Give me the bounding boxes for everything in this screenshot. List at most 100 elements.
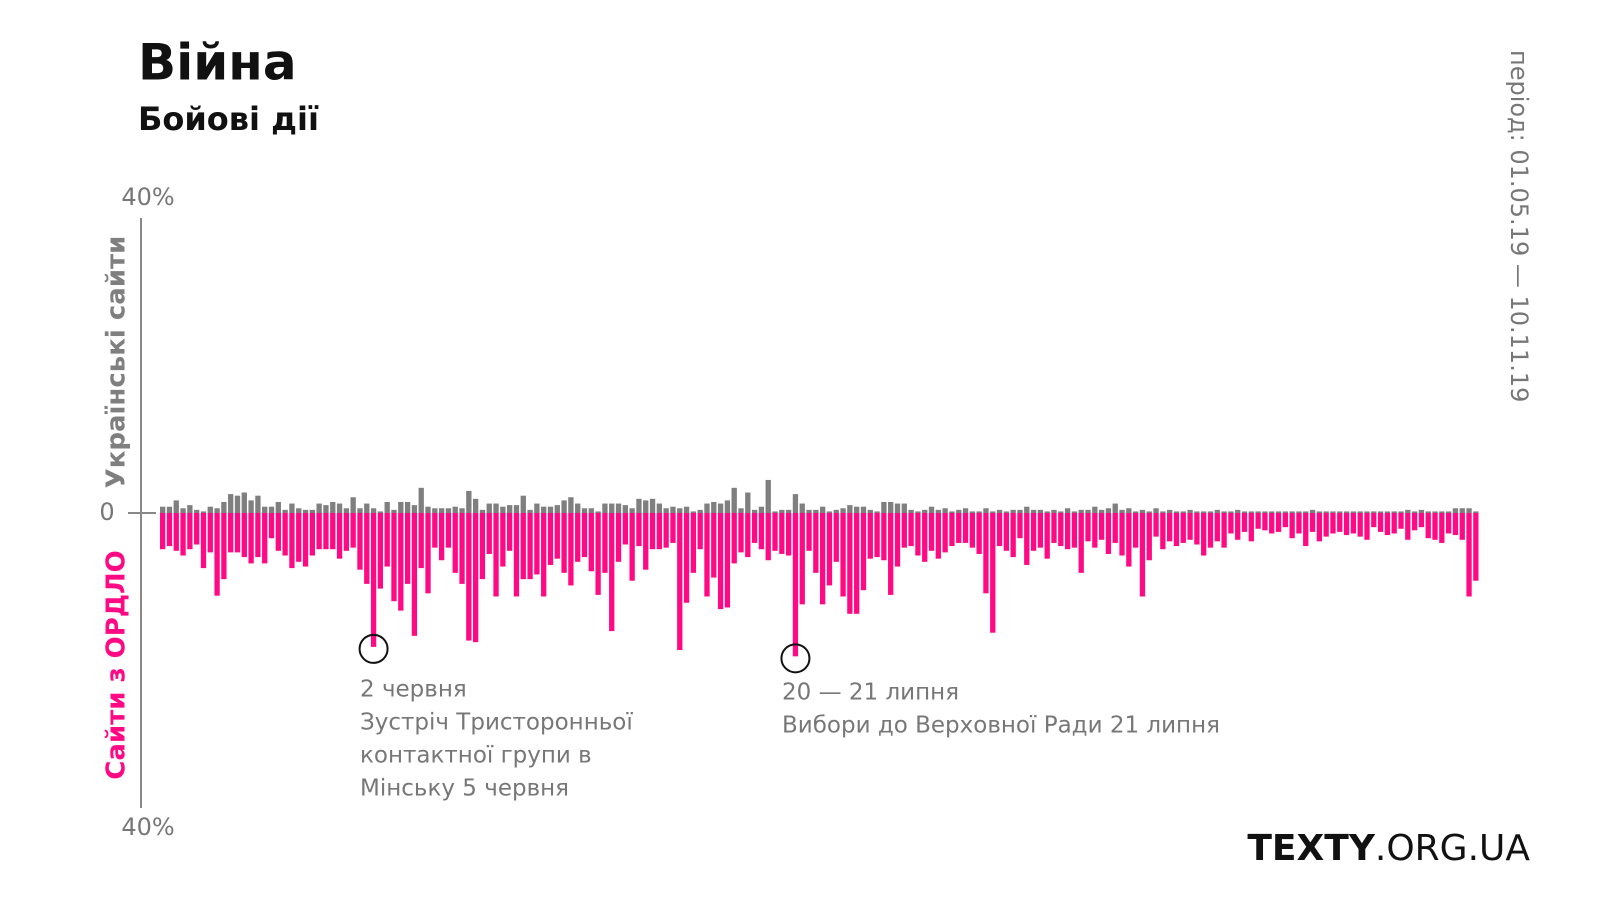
bar — [221, 513, 227, 580]
bar — [772, 513, 778, 551]
bar — [1078, 509, 1084, 513]
bar — [452, 513, 458, 573]
bar — [1323, 513, 1329, 537]
bar — [561, 500, 567, 513]
bar — [432, 513, 438, 548]
bar — [370, 508, 377, 513]
bar — [486, 513, 492, 554]
bar — [643, 513, 649, 570]
y-tick-label: 40% — [121, 183, 174, 211]
bar — [649, 513, 656, 550]
bar — [1180, 513, 1186, 543]
bar — [228, 494, 234, 513]
bar — [1303, 511, 1309, 513]
bar — [717, 513, 724, 610]
chart-title: Війна — [138, 34, 297, 92]
bar — [357, 508, 363, 513]
bar — [609, 513, 615, 632]
bar — [520, 495, 526, 513]
bar — [792, 494, 799, 513]
bar — [1275, 513, 1282, 532]
brand-rest: .ORG.UA — [1375, 828, 1530, 869]
bar — [1092, 506, 1098, 513]
bar — [513, 505, 520, 513]
bar — [1207, 511, 1214, 513]
bar — [330, 513, 336, 550]
bar — [207, 513, 213, 553]
bar — [1371, 511, 1377, 513]
bar — [1058, 511, 1064, 513]
bar — [711, 501, 717, 513]
bar — [1357, 511, 1363, 513]
bar — [180, 513, 186, 556]
bar — [1058, 513, 1064, 547]
bar — [996, 509, 1003, 513]
bar — [1269, 513, 1275, 534]
bar — [459, 513, 465, 584]
bar — [432, 508, 438, 513]
bar — [493, 503, 499, 513]
bar — [602, 513, 608, 573]
bar — [330, 501, 336, 513]
bar — [1337, 513, 1343, 532]
bar — [928, 513, 935, 551]
bar — [833, 513, 839, 562]
bar — [922, 513, 928, 562]
bar — [935, 509, 941, 513]
bar — [275, 501, 281, 513]
bar — [1037, 513, 1044, 548]
bar — [1051, 509, 1057, 513]
bar — [867, 509, 873, 513]
bar — [813, 509, 819, 513]
bar — [1405, 513, 1411, 540]
bar — [622, 513, 628, 545]
bar — [336, 503, 343, 513]
bar — [1330, 513, 1336, 534]
bar — [894, 513, 901, 567]
brand-bold: TEXTY — [1247, 828, 1375, 869]
bar — [479, 513, 486, 580]
bar — [949, 511, 955, 513]
bar — [1085, 513, 1091, 542]
bar — [976, 513, 982, 554]
bar — [1071, 513, 1078, 548]
bar — [962, 508, 969, 513]
bar — [595, 511, 601, 513]
bar — [731, 487, 737, 513]
bar — [425, 513, 431, 594]
annotation-text: Мінську 5 червня — [360, 776, 569, 802]
bar — [908, 509, 914, 513]
bar — [813, 513, 819, 573]
bar — [1248, 511, 1254, 513]
bar — [663, 508, 669, 513]
bar — [690, 513, 697, 573]
bar — [969, 513, 975, 548]
bar — [1377, 513, 1384, 532]
bar — [1024, 506, 1030, 513]
bar — [1452, 508, 1459, 513]
bar — [683, 513, 690, 603]
bar — [1303, 513, 1309, 547]
bar — [976, 511, 982, 513]
bar — [840, 508, 846, 513]
bar — [1126, 513, 1132, 567]
bar — [1194, 513, 1200, 545]
bar — [296, 513, 302, 562]
bar — [881, 513, 887, 561]
bar — [173, 513, 179, 551]
bar — [418, 487, 424, 513]
bar — [785, 509, 792, 513]
bar — [438, 513, 445, 561]
bar — [1139, 513, 1146, 597]
bar — [792, 513, 799, 657]
bar — [1201, 511, 1207, 513]
bar — [888, 513, 894, 595]
bar — [670, 506, 676, 513]
bar — [241, 513, 247, 558]
bar — [806, 509, 812, 513]
bar — [343, 513, 350, 551]
bar — [1316, 513, 1323, 542]
bar — [438, 508, 445, 513]
bar — [1343, 511, 1350, 513]
annotation-date: 20 — 21 липня — [782, 680, 959, 706]
